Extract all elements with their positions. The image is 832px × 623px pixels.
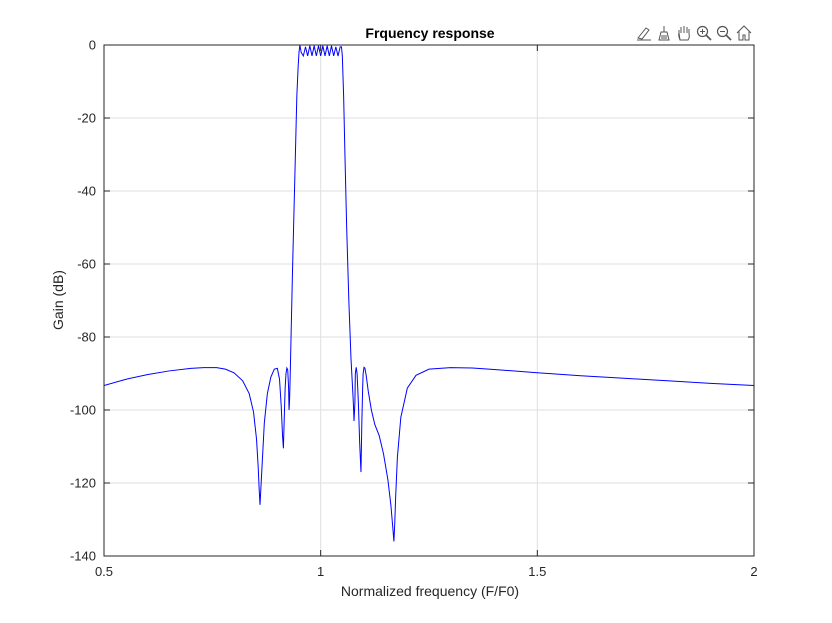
x-axis-label: Normalized frequency (F/F0) xyxy=(341,583,519,599)
figure-toolbar xyxy=(634,22,754,44)
y-tick-labels: 0 -20 -40 -60 -80 -100 -120 -140 xyxy=(70,38,96,564)
grid xyxy=(104,45,754,556)
y-tick-label: -60 xyxy=(77,257,96,272)
y-tick-label: -80 xyxy=(77,330,96,345)
y-tick-label: -120 xyxy=(70,476,96,491)
home-icon[interactable] xyxy=(734,22,754,44)
x-tick-label: 0.5 xyxy=(95,564,113,579)
brush-clear-icon[interactable] xyxy=(654,22,674,44)
chart-title: Frquency response xyxy=(365,25,494,41)
ticks xyxy=(103,44,755,557)
brush-edit-icon[interactable] xyxy=(634,22,654,44)
x-tick-label: 1 xyxy=(317,564,324,579)
x-tick-labels: 0.5 1 1.5 2 xyxy=(95,564,758,579)
x-tick-label: 2 xyxy=(750,564,757,579)
y-tick-label: 0 xyxy=(89,38,96,53)
zoom-out-icon[interactable] xyxy=(714,22,734,44)
y-tick-label: -40 xyxy=(77,184,96,199)
y-tick-label: -20 xyxy=(77,111,96,126)
zoom-in-icon[interactable] xyxy=(694,22,714,44)
y-axis-label: Gain (dB) xyxy=(50,270,66,330)
pan-hand-icon[interactable] xyxy=(674,22,694,44)
y-tick-label: -100 xyxy=(70,403,96,418)
gain-curve xyxy=(104,45,754,542)
y-tick-label: -140 xyxy=(70,549,96,564)
axes-box xyxy=(103,44,755,557)
x-tick-label: 1.5 xyxy=(528,564,546,579)
